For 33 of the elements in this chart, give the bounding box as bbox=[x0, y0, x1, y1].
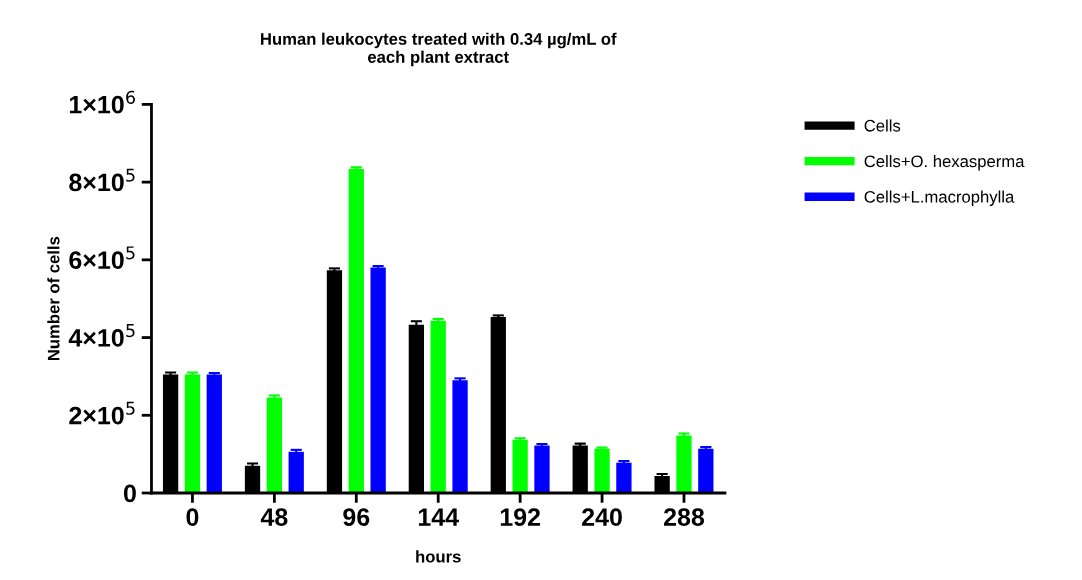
y-tick-label: 6×10$^{5}$ bbox=[69, 246, 135, 269]
x-axis-title: hours bbox=[416, 550, 461, 563]
x-tick-label: 192 bbox=[500, 508, 540, 526]
y-tick-label: 0 bbox=[123, 484, 136, 503]
bar bbox=[698, 448, 714, 493]
bar bbox=[512, 439, 528, 493]
x-tick-label: 48 bbox=[260, 508, 288, 526]
bar bbox=[534, 445, 550, 493]
bar bbox=[452, 380, 468, 493]
bar bbox=[348, 168, 364, 493]
bar bbox=[676, 435, 692, 493]
y-axis-title: Number of cells bbox=[47, 236, 60, 361]
bar bbox=[594, 448, 610, 493]
y-tick-label: 1×10$^{6}$ bbox=[69, 90, 135, 114]
x-tick-label: 288 bbox=[663, 508, 705, 526]
chart-title: Human leukocytes treated with 0.34 µg/mL of each plant extract bbox=[261, 32, 617, 67]
y-tick-label: 4×10$^{5}$ bbox=[68, 324, 135, 347]
bar bbox=[206, 374, 222, 493]
bar bbox=[616, 462, 632, 493]
y-tick-label: 2×10$^{5}$ bbox=[69, 401, 135, 425]
bar bbox=[266, 397, 283, 493]
x-tick-label: 240 bbox=[582, 508, 622, 526]
x-tick-label: 0 bbox=[186, 508, 199, 526]
bar bbox=[288, 451, 304, 493]
legend-label: Cells+L.macrophylla bbox=[864, 190, 1015, 207]
legend-label: Cells bbox=[864, 119, 901, 132]
x-tick-label: 144 bbox=[418, 508, 459, 526]
bar bbox=[370, 267, 386, 493]
x-tick-label: 96 bbox=[343, 508, 370, 526]
y-tick-label: 8×10$^{5}$ bbox=[69, 168, 135, 192]
bar bbox=[430, 320, 446, 493]
bar bbox=[184, 374, 201, 493]
legend-label: Cells+O. hexasperma bbox=[864, 154, 1025, 171]
